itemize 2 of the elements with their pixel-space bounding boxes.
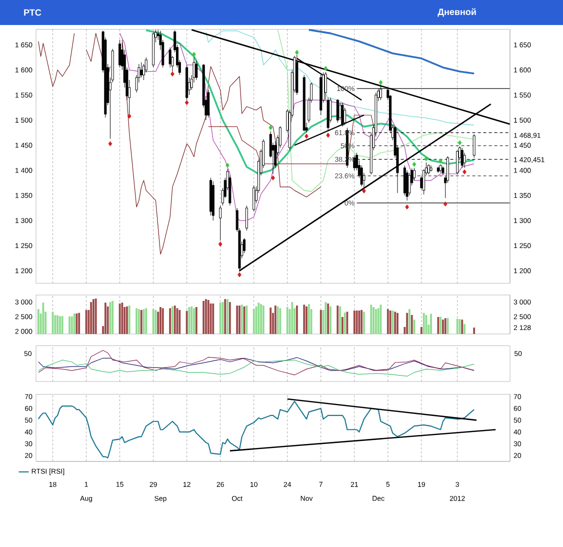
chart-subtitle: Дневной	[438, 8, 476, 17]
chart-title: РТС	[24, 9, 42, 16]
